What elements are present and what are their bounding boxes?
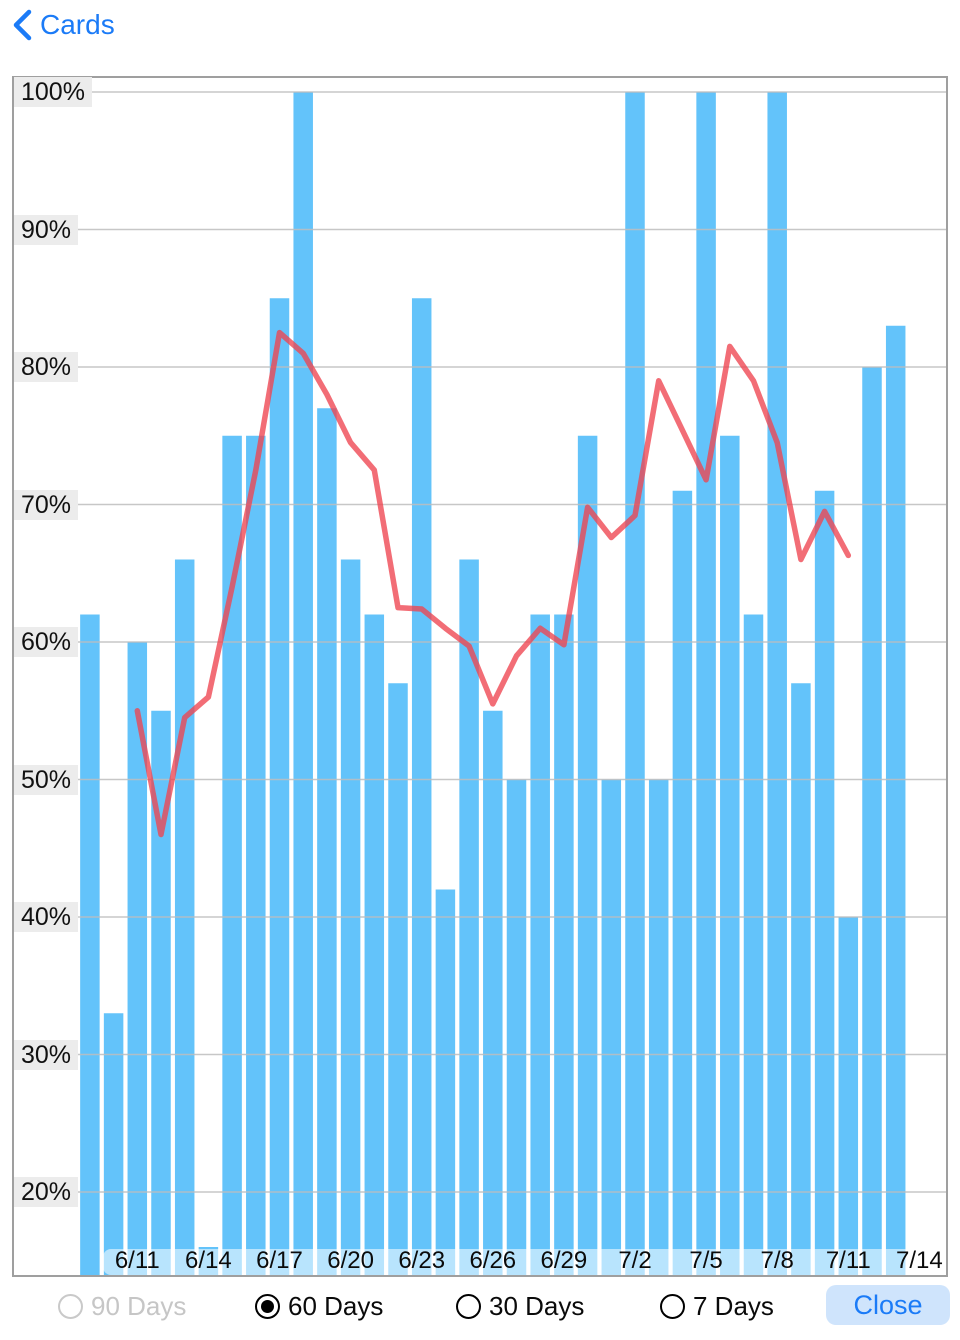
bar-6/28 xyxy=(530,614,550,1275)
x-tick-7-5: 7/5 xyxy=(689,1247,723,1274)
bar-7/12 xyxy=(862,367,882,1275)
radio-option-60-days[interactable]: 60 Days xyxy=(255,1291,383,1321)
bar-6/26 xyxy=(483,710,503,1275)
radio-option-90-days: 90 Days xyxy=(58,1291,186,1321)
x-tick-6-26: 6/26 xyxy=(469,1247,517,1274)
bar-6/23 xyxy=(411,298,432,1275)
y-tick-30%: 30% xyxy=(14,1039,79,1070)
bar-6/11 xyxy=(127,642,148,1275)
bar-7/3 xyxy=(648,779,669,1275)
x-tick-6-11: 6/11 xyxy=(114,1247,160,1274)
bar-6/22 xyxy=(388,683,408,1275)
bar-7/5 xyxy=(696,92,716,1275)
bar-6/12 xyxy=(151,710,171,1275)
x-tick-7-11: 7/11 xyxy=(825,1247,871,1274)
y-tick-70%: 70% xyxy=(14,489,79,520)
bar-6/19 xyxy=(317,408,337,1275)
radio-60-days-icon[interactable] xyxy=(255,1293,280,1319)
bar-7/7 xyxy=(743,614,764,1275)
x-tick-7-8: 7/8 xyxy=(760,1247,794,1274)
bar-6/29 xyxy=(554,614,574,1275)
bar-6/21 xyxy=(364,614,385,1275)
x-tick-6-23: 6/23 xyxy=(398,1247,446,1274)
chart-canvas xyxy=(14,91,946,1275)
x-tick-6-14: 6/14 xyxy=(185,1247,232,1274)
back-button[interactable]: Cards xyxy=(10,8,115,42)
radio-30-days-icon[interactable] xyxy=(456,1293,481,1319)
close-button[interactable]: Close xyxy=(826,1285,950,1325)
bar-6/16 xyxy=(246,435,266,1275)
trend-line xyxy=(134,329,852,838)
bar-6/24 xyxy=(435,889,456,1275)
bar-7/9 xyxy=(791,683,811,1275)
bar-6/15 xyxy=(222,435,242,1275)
accuracy-chart: 100% 90% 80% 70% 60% 50% 40% 30% 20% 6/11 6/14 6/17… xyxy=(12,76,948,1277)
radio-30-days-label: 30 Days xyxy=(489,1290,585,1321)
bar-7/4 xyxy=(672,490,693,1275)
back-label: Cards xyxy=(40,9,115,40)
x-tick-6-20: 6/20 xyxy=(327,1247,374,1274)
radio-90-days-label: 90 Days xyxy=(91,1290,187,1321)
bar-7/8 xyxy=(767,92,787,1275)
bar-7/2 xyxy=(625,92,645,1275)
bar-7/13 xyxy=(885,325,906,1275)
x-tick-7-2: 7/2 xyxy=(618,1247,652,1274)
radio-7-days-label: 7 Days xyxy=(693,1290,774,1321)
y-tick-50%: 50% xyxy=(14,764,79,795)
bar-7/10 xyxy=(814,490,835,1275)
x-tick-7-14: 7/14 xyxy=(896,1247,943,1274)
back-chevron-icon xyxy=(13,9,32,41)
bar-6/30 xyxy=(577,435,598,1275)
bar-6/18 xyxy=(293,92,313,1275)
bar-7/1 xyxy=(601,779,622,1275)
radio-7-days-icon[interactable] xyxy=(660,1293,685,1319)
y-tick-60%: 60% xyxy=(14,627,79,657)
radio-option-7-days[interactable]: 7 Days xyxy=(660,1291,774,1321)
x-tick-6-17: 6/17 xyxy=(256,1247,303,1274)
bar-7/6 xyxy=(720,435,740,1275)
bar-6/17 xyxy=(269,298,290,1275)
x-label-band xyxy=(103,1249,941,1275)
bar-7/11 xyxy=(838,917,859,1275)
y-tick-40%: 40% xyxy=(14,902,79,932)
bar-6/9 xyxy=(80,614,100,1275)
bar-6/27 xyxy=(506,779,527,1275)
radio-60-days-label: 60 Days xyxy=(288,1290,384,1321)
y-tick-90%: 90% xyxy=(14,214,79,245)
x-tick-6-29: 6/29 xyxy=(540,1247,588,1274)
bar-6/10 xyxy=(103,1013,124,1275)
radio-option-30-days[interactable]: 30 Days xyxy=(456,1291,584,1321)
y-tick-80%: 80% xyxy=(14,352,79,382)
y-tick-20%: 20% xyxy=(14,1177,79,1207)
radio-90-days-icon xyxy=(58,1293,83,1319)
y-tick-100%: 100% xyxy=(14,77,92,107)
